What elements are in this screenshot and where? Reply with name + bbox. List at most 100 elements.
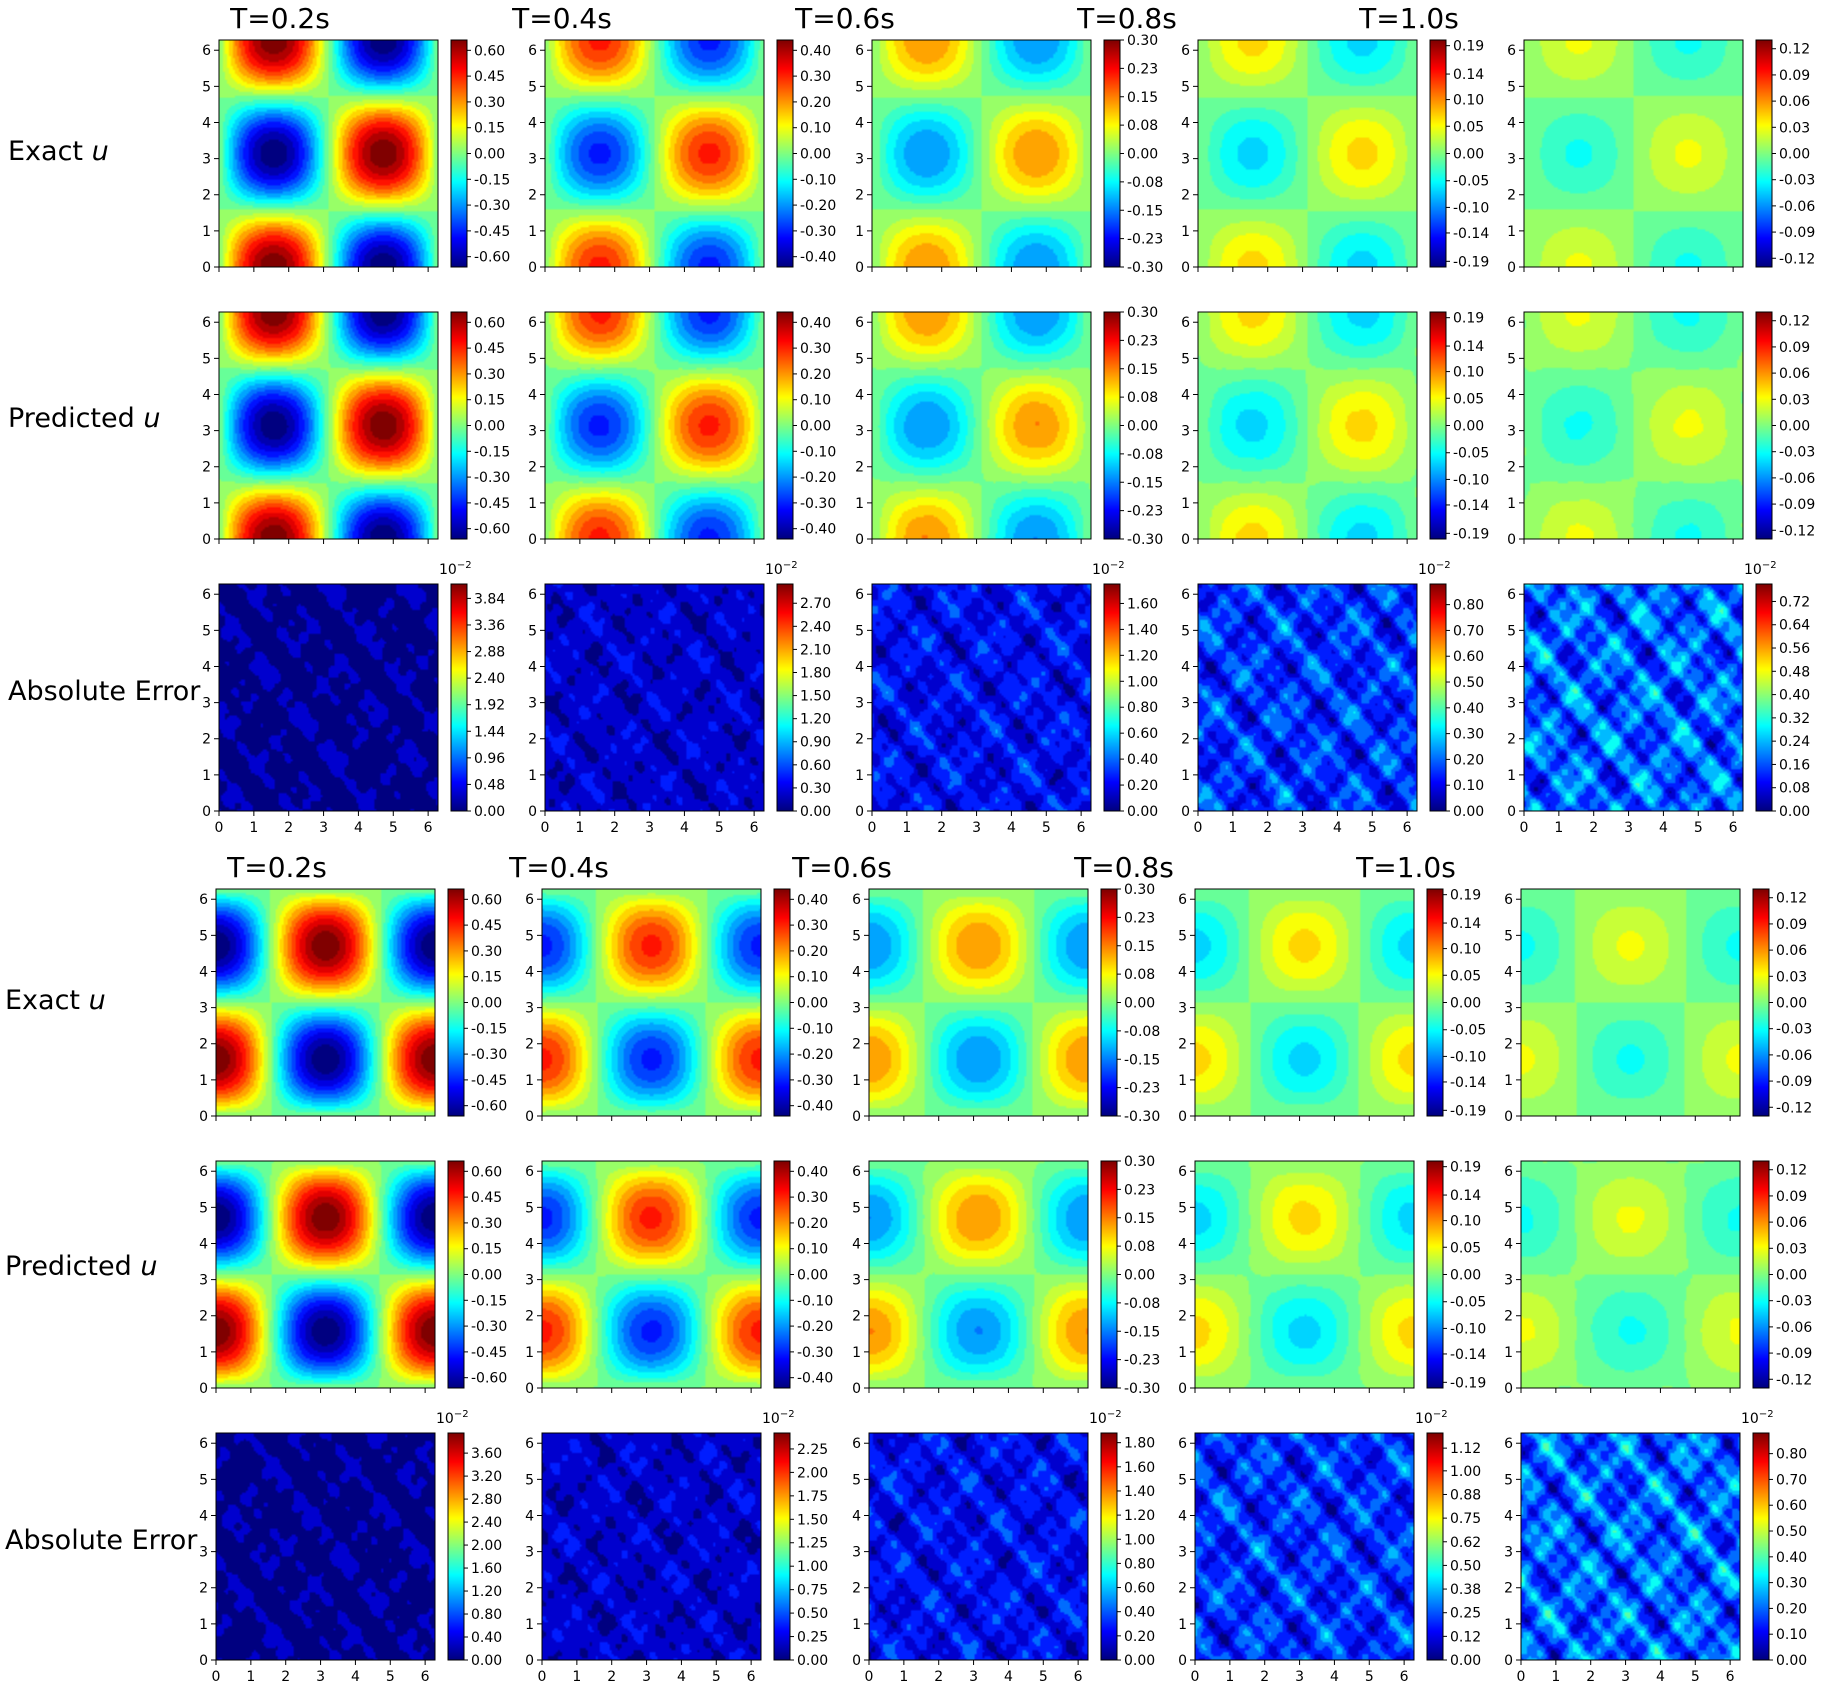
y-tick-label: 2 bbox=[1504, 1037, 1513, 1053]
colorbar-tick-label: 0.15 bbox=[1127, 90, 1158, 106]
colorbar-tick-label: 0.60 bbox=[1453, 649, 1484, 665]
colorbar-tick-label: 0.19 bbox=[1453, 311, 1484, 327]
absolute-error-panel: 00 1 1 2 2 3 3 4 4 5 5 6 6 bbox=[855, 583, 1092, 836]
x-tick-label: 2 bbox=[934, 1669, 943, 1685]
y-tick-label: 0 bbox=[1178, 1653, 1187, 1669]
colorbar-gradient bbox=[448, 1433, 464, 1660]
column-title: T=0.2s bbox=[227, 851, 327, 884]
y-tick-label: 0 bbox=[528, 532, 537, 548]
x-tick-label: 4 bbox=[1007, 820, 1016, 836]
y-tick-label: 0 bbox=[202, 804, 211, 820]
colorbar-tick-label: 1.12 bbox=[1450, 1441, 1481, 1457]
colorbar-tick-label: -0.45 bbox=[474, 496, 510, 512]
exact-u-panel: 0 1 2 3 4 5 6 bbox=[855, 39, 1092, 276]
colorbar-tick-label: 0.20 bbox=[800, 367, 831, 383]
column-title: T=0.8s bbox=[1077, 2, 1177, 35]
colorbar-tick-label: -0.30 bbox=[1124, 1381, 1160, 1397]
colorbar-tick-label: 1.00 bbox=[1124, 1532, 1155, 1548]
colorbar-tick-label: 3.20 bbox=[471, 1469, 502, 1485]
absolute-error-panel: 00 1 1 2 2 3 3 4 4 5 5 6 6 bbox=[199, 1432, 436, 1685]
colorbar-tick-label: 0.14 bbox=[1450, 1188, 1481, 1204]
colorbar-tick-label: 0.08 bbox=[1127, 390, 1158, 406]
y-tick-label: 1 bbox=[852, 1345, 861, 1361]
contour-field bbox=[872, 40, 1091, 267]
x-tick-label: 1 bbox=[1551, 1669, 1560, 1685]
colorbar-tick-label: -0.60 bbox=[471, 1371, 507, 1387]
plot-frame bbox=[1520, 1432, 1741, 1661]
y-tick-label: 0 bbox=[1181, 532, 1190, 548]
y-tick-label: 0 bbox=[855, 260, 864, 276]
plot-frame bbox=[541, 1432, 762, 1661]
y-tick-label: 3 bbox=[855, 424, 864, 440]
colorbar-exponent-label: 10−2 bbox=[1092, 560, 1125, 578]
colorbar-tick-label: 0.00 bbox=[1776, 996, 1807, 1012]
colorbar-tick-label: 0.03 bbox=[1776, 969, 1807, 985]
x-tick-label: 0 bbox=[865, 1669, 874, 1685]
value-colorbar: 0.40 0.30 0.20 0.10 0.00 -0.10 -0.20 -0.30 -0.40 bbox=[773, 888, 833, 1117]
colorbar-tick-label: 0.00 bbox=[1453, 419, 1484, 435]
y-tick-label: 3 bbox=[852, 1545, 861, 1561]
colorbar-tick-label: -0.05 bbox=[1453, 446, 1489, 462]
x-tick-label: 0 bbox=[215, 820, 224, 836]
y-tick-label: 3 bbox=[855, 696, 864, 712]
y-tick-label: 1 bbox=[1181, 496, 1190, 512]
colorbar-tick-label: 0.20 bbox=[1453, 752, 1484, 768]
colorbar-frame bbox=[1426, 1432, 1444, 1661]
x-tick-label: 1 bbox=[572, 1669, 581, 1685]
colorbar-tick-label: -0.15 bbox=[471, 1021, 507, 1037]
colorbar-tick-label: 0.80 bbox=[1453, 598, 1484, 614]
colorbar-exponent-label: 10−2 bbox=[1089, 1409, 1122, 1427]
colorbar-gradient bbox=[774, 1161, 790, 1388]
colorbar-tick-label: 0.09 bbox=[1776, 917, 1807, 933]
y-tick-label: 2 bbox=[1178, 1581, 1187, 1597]
colorbar-exponent-label: 10−2 bbox=[436, 1409, 469, 1427]
y-tick-label: 3 bbox=[1504, 1273, 1513, 1289]
y-tick-label: 6 bbox=[1504, 1436, 1513, 1452]
y-tick-label: 0 bbox=[199, 1653, 208, 1669]
colorbar-tick-label: 0.15 bbox=[1124, 1211, 1155, 1227]
x-tick-label: 5 bbox=[1365, 1669, 1374, 1685]
y-tick-label: 1 bbox=[855, 224, 864, 240]
y-tick-label: 1 bbox=[1504, 1345, 1513, 1361]
colorbar-tick-label: 0.10 bbox=[797, 1242, 828, 1258]
colorbar-tick-label: -0.14 bbox=[1450, 1075, 1486, 1091]
y-tick-label: 3 bbox=[525, 1001, 534, 1017]
colorbar-tick-label: -0.06 bbox=[1779, 199, 1815, 215]
y-tick-label: 5 bbox=[1504, 1200, 1513, 1216]
contour-field bbox=[872, 584, 1091, 811]
colorbar-tick-label: -0.15 bbox=[1124, 1324, 1160, 1340]
y-tick-label: 3 bbox=[1181, 696, 1190, 712]
value-colorbar: 0.30 0.23 0.15 0.08 0.00 -0.08 -0.15 -0.23 -0.30 bbox=[1103, 305, 1163, 548]
colorbar-tick-label: 0.30 bbox=[471, 1216, 502, 1232]
row-label-variable: u bbox=[88, 985, 106, 1016]
y-tick-label: 1 bbox=[852, 1617, 861, 1633]
row-label-text: Absolute Error bbox=[8, 676, 201, 707]
y-tick-label: 5 bbox=[202, 351, 211, 367]
y-tick-label: 6 bbox=[202, 43, 211, 59]
y-tick-label: 5 bbox=[852, 1200, 861, 1216]
y-tick-label: 6 bbox=[1178, 1436, 1187, 1452]
colorbar-tick-label: -0.12 bbox=[1779, 523, 1815, 539]
y-tick-label: 2 bbox=[202, 732, 211, 748]
x-tick-label: 5 bbox=[712, 1669, 721, 1685]
contour-field bbox=[1524, 584, 1743, 811]
colorbar-tick-label: -0.10 bbox=[800, 172, 836, 188]
y-tick-label: 5 bbox=[525, 1200, 534, 1216]
x-tick-label: 4 bbox=[354, 820, 363, 836]
y-tick-label: 3 bbox=[199, 1545, 208, 1561]
y-tick-label: 5 bbox=[528, 79, 537, 95]
y-tick-label: 2 bbox=[199, 1037, 208, 1053]
y-tick-label: 5 bbox=[1181, 623, 1190, 639]
x-tick-label: 4 bbox=[1656, 1669, 1665, 1685]
x-tick-label: 1 bbox=[1225, 1669, 1234, 1685]
colorbar-tick-label: 0.40 bbox=[797, 1164, 828, 1180]
colorbar-tick-label: 0.00 bbox=[797, 1653, 828, 1669]
predicted-u-panel: 0 1 2 3 4 5 6 bbox=[528, 311, 765, 548]
colorbar-tick-label: 0.12 bbox=[1776, 1163, 1807, 1179]
colorbar-tick-label: -0.30 bbox=[471, 1047, 507, 1063]
y-tick-label: 2 bbox=[855, 188, 864, 204]
colorbar-tick-label: 1.20 bbox=[1127, 648, 1158, 664]
x-tick-label: 1 bbox=[1228, 820, 1237, 836]
absolute-error-panel: 00 1 1 2 2 3 3 4 4 5 5 6 6 bbox=[1181, 583, 1418, 836]
column-title: T=0.2s bbox=[230, 2, 330, 35]
